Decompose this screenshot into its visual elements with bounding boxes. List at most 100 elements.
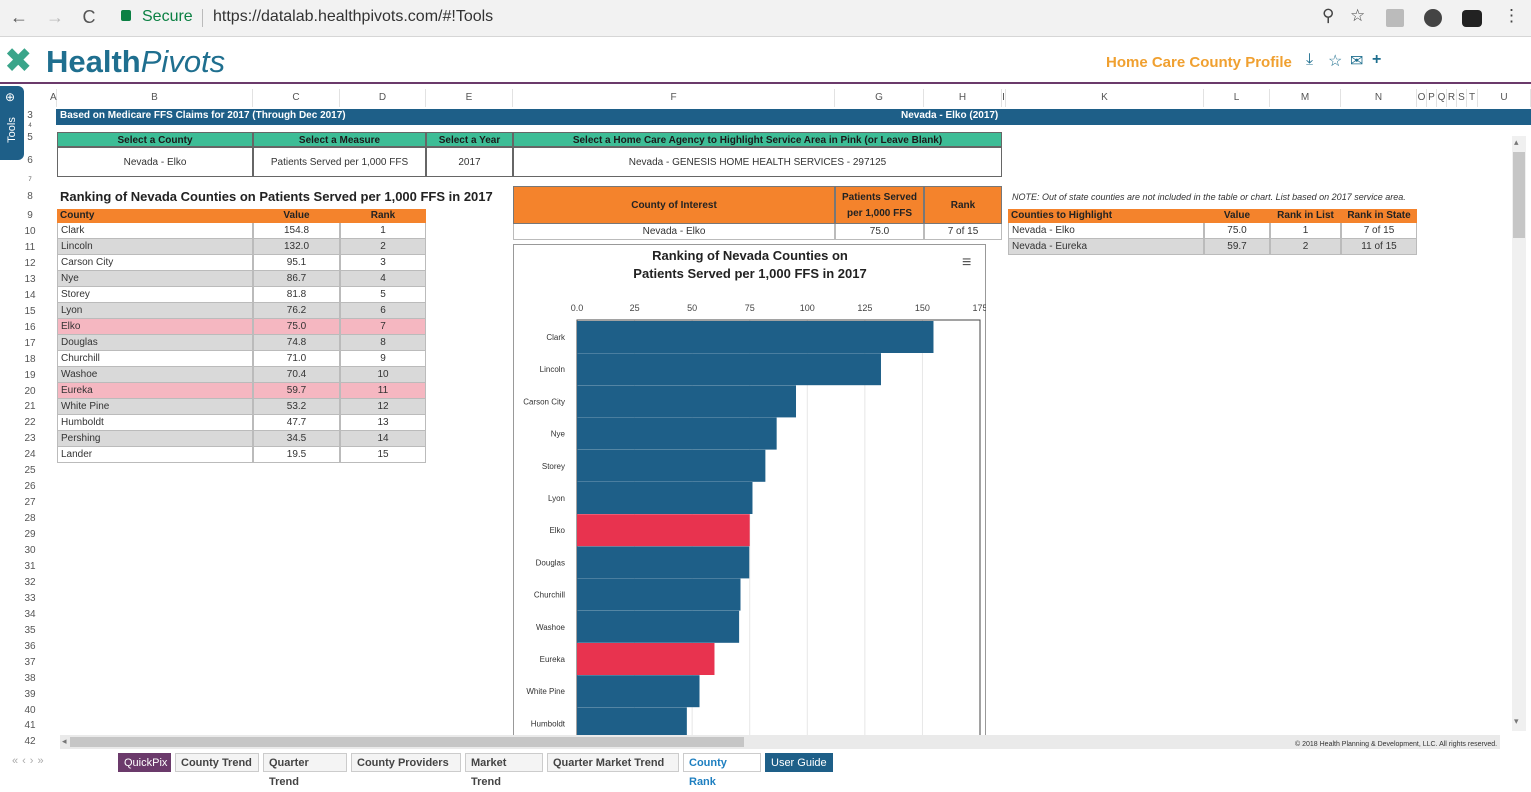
column-header[interactable]: M: [1270, 89, 1341, 107]
row-header[interactable]: 17: [24, 337, 36, 349]
vertical-scrollbar[interactable]: [1512, 136, 1526, 731]
zoom-icon[interactable]: ⚲: [1322, 6, 1335, 25]
column-header[interactable]: D: [340, 89, 426, 107]
row-header[interactable]: 22: [24, 417, 36, 429]
eye-extension-icon[interactable]: [1424, 9, 1442, 27]
row-header[interactable]: 16: [24, 321, 36, 333]
row-header[interactable]: 21: [24, 401, 36, 413]
row-header[interactable]: 27: [24, 497, 36, 509]
row-header[interactable]: 10: [24, 226, 36, 237]
column-header[interactable]: N: [1341, 89, 1417, 107]
scroll-down-icon[interactable]: ▾: [1514, 716, 1519, 726]
address-bar[interactable]: https://datalab.healthpivots.com/#!Tools: [213, 8, 494, 25]
measure-select[interactable]: Patients Served per 1,000 FFS: [253, 147, 426, 177]
horizontal-scroll-thumb[interactable]: [70, 737, 744, 747]
sheet-tab[interactable]: Quarter Market Trend: [547, 753, 679, 772]
sheet-tab[interactable]: County Providers: [351, 753, 461, 772]
extension-icon[interactable]: [1462, 10, 1482, 27]
logo[interactable]: HealthPivots: [46, 44, 225, 80]
vertical-scroll-thumb[interactable]: [1513, 152, 1525, 238]
row-header[interactable]: 40: [24, 704, 36, 716]
sheet-tab[interactable]: Quarter Trend: [263, 753, 347, 788]
year-select[interactable]: 2017: [426, 147, 513, 177]
column-header[interactable]: P: [1427, 89, 1437, 107]
row-header[interactable]: 38: [24, 672, 36, 684]
back-icon[interactable]: ←: [10, 7, 28, 27]
row-header[interactable]: 23: [24, 433, 36, 445]
row-header[interactable]: 9: [27, 210, 33, 221]
column-header[interactable]: B: [57, 89, 253, 107]
column-header[interactable]: C: [253, 89, 340, 107]
row-header[interactable]: 39: [24, 688, 36, 700]
row-header[interactable]: 8: [27, 191, 33, 202]
row-header[interactable]: 20: [24, 385, 36, 397]
column-header[interactable]: A: [50, 89, 57, 107]
column-header[interactable]: E: [426, 89, 513, 107]
row-header[interactable]: 11: [24, 241, 36, 253]
row-header[interactable]: 37: [24, 656, 36, 668]
forward-icon[interactable]: →: [46, 7, 64, 27]
download-icon[interactable]: ⤓: [1306, 51, 1314, 68]
row-header[interactable]: 32: [24, 576, 36, 588]
row-header[interactable]: 24: [24, 449, 36, 461]
row-header[interactable]: 19: [24, 369, 36, 381]
row-header[interactable]: 42: [24, 736, 36, 748]
ranking-rank: 14: [340, 431, 426, 447]
column-header[interactable]: R: [1447, 89, 1457, 107]
sheet-tab[interactable]: User Guide: [765, 753, 833, 772]
row-header[interactable]: 29: [24, 529, 36, 541]
row-header[interactable]: 6: [27, 155, 33, 166]
row-header[interactable]: 13: [24, 273, 36, 285]
column-header[interactable]: K: [1006, 89, 1204, 107]
row-header[interactable]: 35: [24, 624, 36, 636]
column-header[interactable]: S: [1457, 89, 1467, 107]
scroll-left-icon[interactable]: ◂: [62, 736, 67, 746]
row-header[interactable]: 3: [27, 110, 33, 121]
row-header[interactable]: 41: [24, 720, 36, 732]
row-header[interactable]: 34: [24, 608, 36, 620]
county-select[interactable]: Nevada - Elko: [57, 147, 253, 177]
column-header[interactable]: T: [1467, 89, 1478, 107]
sheet-tab[interactable]: County Trend: [175, 753, 259, 772]
sheet-tab[interactable]: Market Trend: [465, 753, 543, 788]
tab-nav-icons[interactable]: «‹›»: [12, 755, 48, 767]
tools-panel-tab[interactable]: ⊕ Tools: [0, 86, 24, 160]
agency-select[interactable]: Nevada - GENESIS HOME HEALTH SERVICES - …: [513, 147, 1002, 177]
reload-icon[interactable]: C: [82, 7, 96, 27]
column-header[interactable]: O: [1417, 89, 1427, 107]
row-header[interactable]: 36: [24, 640, 36, 652]
email-icon[interactable]: ✉: [1350, 53, 1364, 70]
pdf-extension-icon[interactable]: [1386, 9, 1404, 27]
row-header[interactable]: 26: [24, 481, 36, 493]
row-header[interactable]: 14: [24, 289, 36, 301]
chart-menu-icon[interactable]: ≡: [962, 254, 972, 271]
row-header[interactable]: 30: [24, 545, 36, 556]
row-header[interactable]: 5: [27, 132, 33, 143]
year-selector-header: Select a Year: [426, 132, 513, 147]
column-header[interactable]: U: [1478, 89, 1531, 107]
scroll-up-icon[interactable]: ▴: [1514, 137, 1519, 147]
row-header[interactable]: 12: [24, 257, 36, 269]
row-header[interactable]: 7: [28, 177, 32, 183]
row-header[interactable]: 4: [28, 123, 32, 129]
column-header[interactable]: I: [1002, 89, 1006, 107]
add-icon[interactable]: +: [1372, 51, 1382, 68]
column-header[interactable]: G: [835, 89, 924, 107]
column-header[interactable]: F: [513, 89, 835, 107]
row-header[interactable]: 31: [24, 560, 36, 572]
menu-icon[interactable]: ⋮: [1503, 6, 1520, 25]
column-header[interactable]: H: [924, 89, 1002, 107]
category-label: Lyon: [548, 494, 565, 503]
star-icon[interactable]: ☆: [1350, 6, 1366, 25]
row-header[interactable]: 18: [24, 353, 36, 365]
column-header[interactable]: Q: [1437, 89, 1447, 107]
favorite-icon[interactable]: ☆: [1328, 53, 1343, 70]
sheet-tab[interactable]: County Rank: [683, 753, 761, 788]
sheet-tab[interactable]: QuickPix: [118, 753, 171, 772]
row-header[interactable]: 33: [24, 592, 36, 604]
column-header[interactable]: L: [1204, 89, 1270, 107]
row-header[interactable]: 28: [24, 513, 36, 525]
category-label: White Pine: [526, 687, 565, 696]
row-header[interactable]: 25: [24, 465, 36, 477]
row-header[interactable]: 15: [24, 305, 36, 317]
